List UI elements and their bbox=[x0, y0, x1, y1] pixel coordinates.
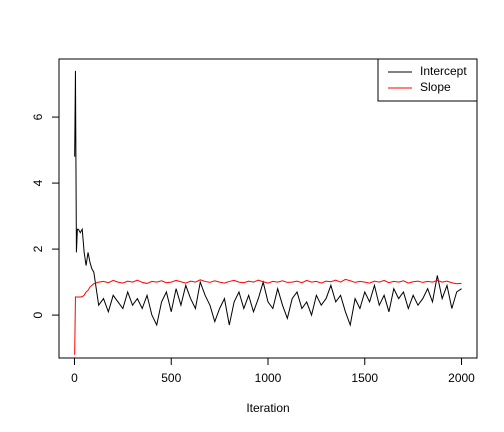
series-line bbox=[74, 278, 462, 355]
x-tick-label: 500 bbox=[161, 371, 181, 385]
x-axis-label: Iteration bbox=[246, 401, 289, 415]
x-tick-label: 1000 bbox=[255, 371, 282, 385]
y-tick-label: 6 bbox=[31, 113, 45, 120]
y-tick-label: 4 bbox=[31, 179, 45, 186]
legend-box bbox=[377, 58, 478, 102]
y-tick-label: 0 bbox=[31, 311, 45, 318]
legend-label: Intercept bbox=[420, 64, 467, 78]
x-tick-label: 0 bbox=[71, 371, 78, 385]
series-line bbox=[74, 70, 462, 327]
legend-label: Slope bbox=[420, 80, 451, 94]
x-tick-label: 2000 bbox=[448, 371, 475, 385]
y-tick-label: 2 bbox=[31, 245, 45, 252]
plot-frame bbox=[58, 58, 478, 359]
x-tick-label: 1500 bbox=[351, 371, 378, 385]
